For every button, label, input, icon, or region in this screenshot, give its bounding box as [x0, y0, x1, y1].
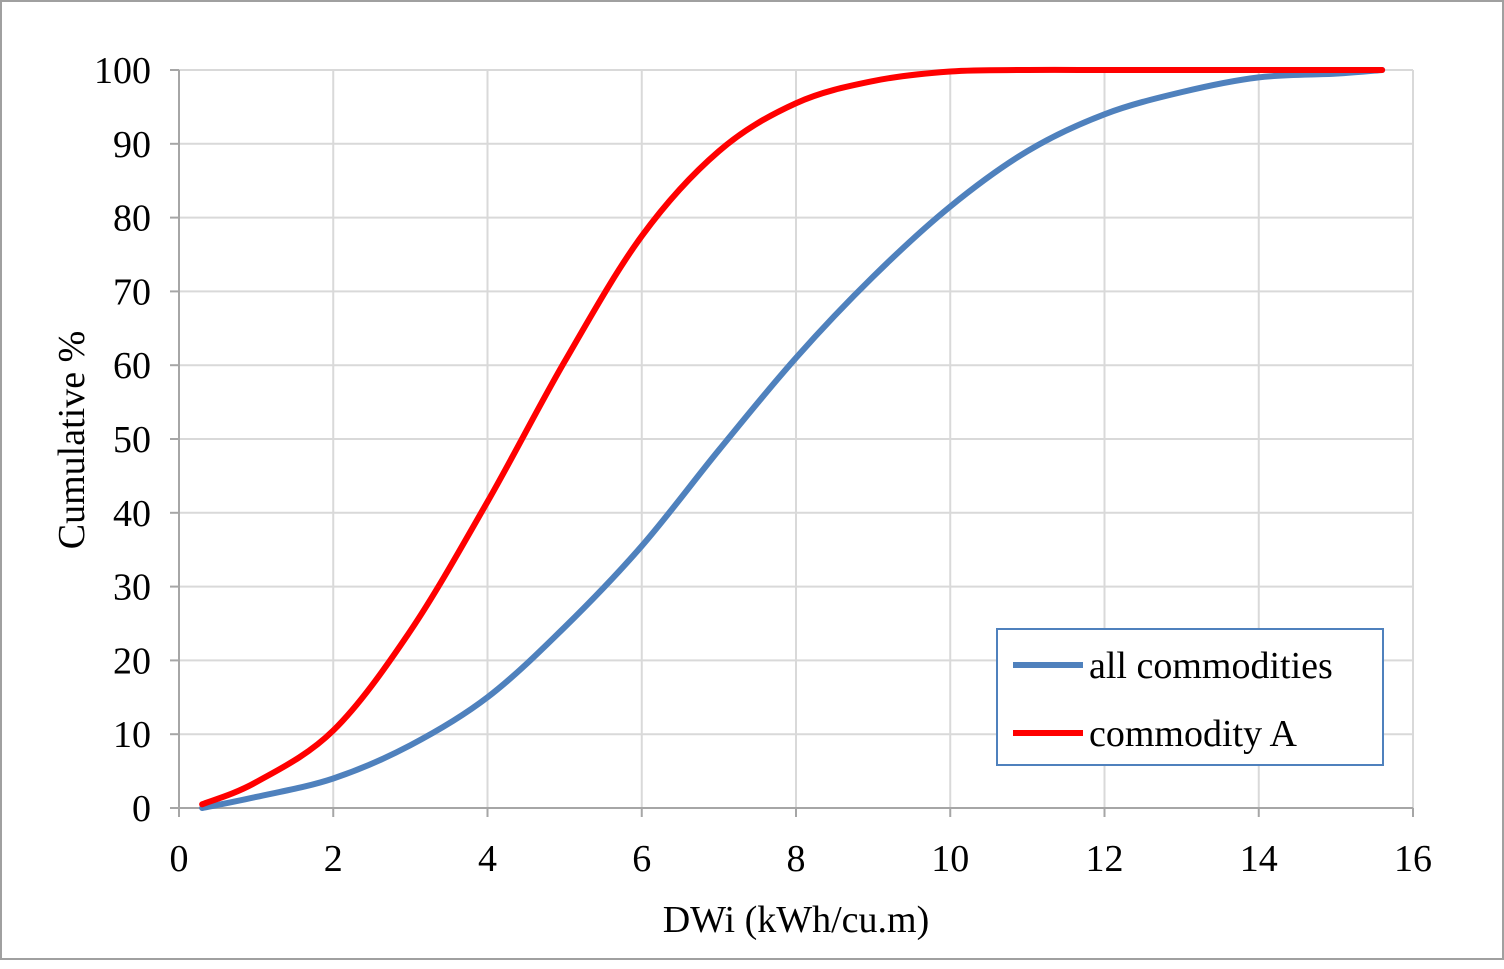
- x-tick-label: 8: [787, 838, 806, 880]
- y-tick-label: 100: [94, 50, 151, 92]
- y-tick-label: 80: [113, 198, 151, 240]
- y-tick-label: 0: [132, 788, 151, 830]
- series-line-commodity-a: [199, 66, 1386, 808]
- x-tick-label: 2: [324, 838, 343, 880]
- legend-box: [996, 628, 1384, 766]
- axes: 0 2 4 6 8 10 12 14 16 0 10 20 30 40 50 60 70 80 90 100: [94, 50, 1432, 880]
- x-tick-label: 12: [1086, 838, 1124, 880]
- series: [199, 66, 1386, 811]
- y-tick-label: 50: [113, 419, 151, 461]
- x-tick-label: 10: [931, 838, 969, 880]
- y-tick-label: 40: [113, 493, 151, 535]
- y-tick-label: 70: [113, 271, 151, 313]
- y-axis-label: Cumulative %: [51, 331, 93, 549]
- y-tick-label: 20: [113, 640, 151, 682]
- x-tick-label: 4: [478, 838, 497, 880]
- y-tick-label: 30: [113, 567, 151, 609]
- x-tick-label: 14: [1240, 838, 1278, 880]
- y-tick-label: 60: [113, 345, 151, 387]
- y-tick-label: 10: [113, 714, 151, 756]
- series-line-all-commodities: [199, 67, 1386, 811]
- x-axis-label: DWi (kWh/cu.m): [663, 899, 930, 941]
- legend-label: all commodities: [1089, 645, 1333, 687]
- legend: all commodities commodity A: [996, 628, 1384, 766]
- x-tick-label: 6: [632, 838, 651, 880]
- x-tick-label: 16: [1394, 838, 1432, 880]
- legend-label: commodity A: [1089, 713, 1298, 755]
- x-tick-label: 0: [170, 838, 189, 880]
- y-tick-label: 90: [113, 124, 151, 166]
